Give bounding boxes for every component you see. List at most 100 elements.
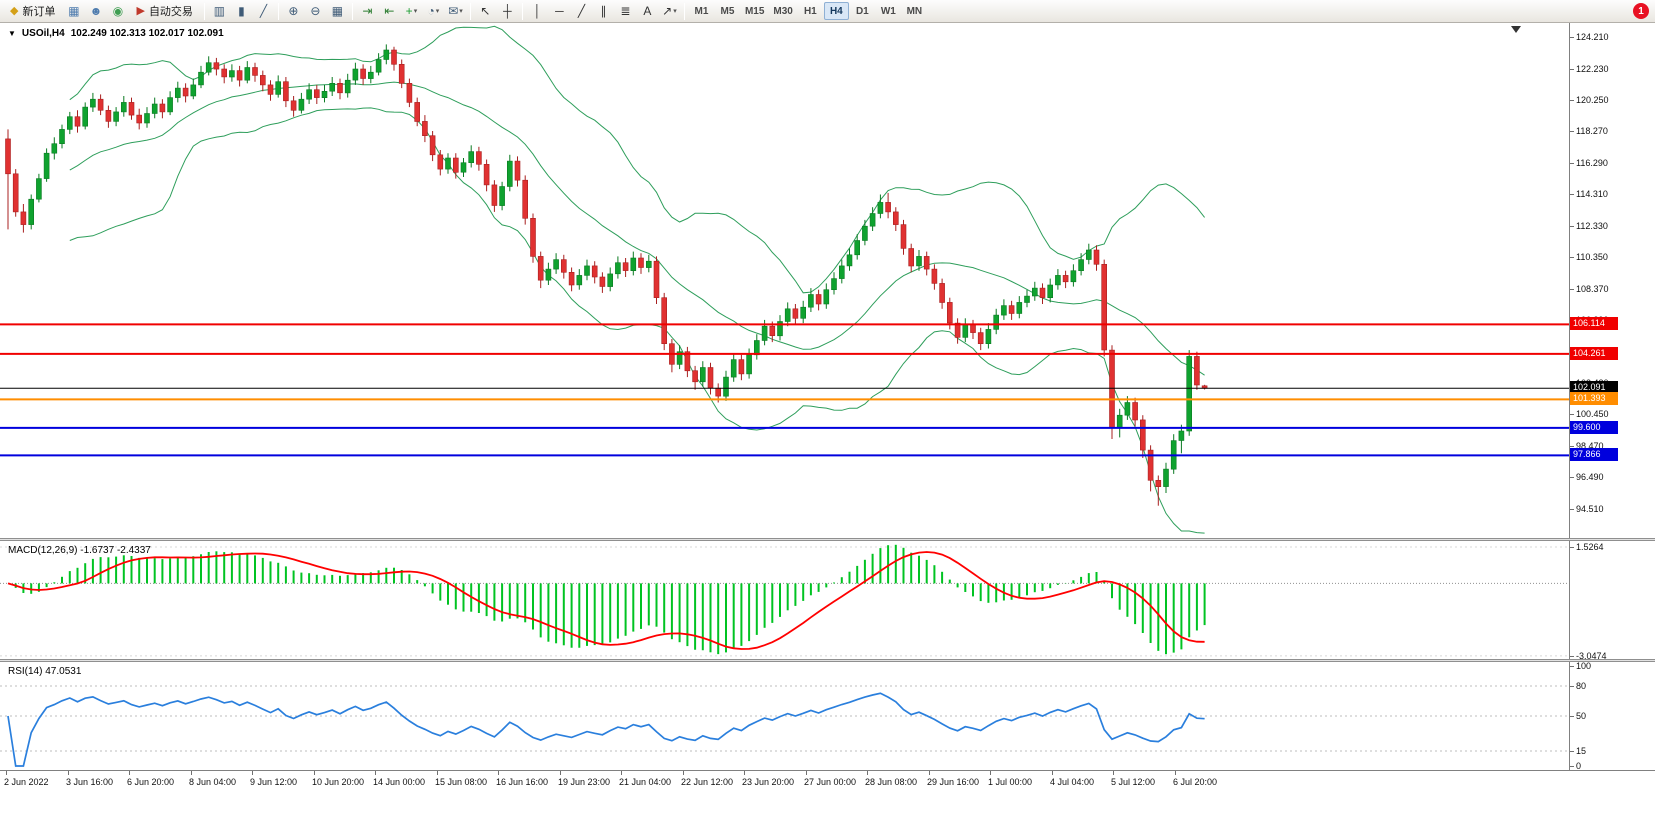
notification-badge[interactable]: 1 bbox=[1633, 3, 1649, 19]
time-tick-mark bbox=[191, 771, 192, 775]
candlestick-chart[interactable] bbox=[0, 23, 1569, 539]
rsi-chart[interactable] bbox=[0, 662, 1569, 770]
price-line-badge: 101.393 bbox=[1570, 392, 1618, 405]
price-tick-label: 122.230 bbox=[1576, 64, 1609, 74]
toolbar-separator bbox=[521, 2, 523, 20]
timeframe-mn[interactable]: MN bbox=[906, 5, 923, 17]
timeframe-h1[interactable]: H1 bbox=[803, 5, 817, 17]
macd-tick-label: -3.0474 bbox=[1576, 651, 1607, 660]
autotrading-icon: ▶ bbox=[136, 4, 145, 17]
price-tick-mark bbox=[1570, 509, 1574, 510]
main-chart-panel[interactable]: ▼ USOil,H4 102.249 102.313 102.017 102.0… bbox=[0, 23, 1569, 539]
price-tick-mark bbox=[1570, 414, 1574, 415]
time-tick-label: 2 Jun 2022 bbox=[4, 777, 49, 787]
time-axis[interactable]: 2 Jun 2022 3 Jun 16:00 6 Jun 20:00 8 Jun 04… bbox=[0, 770, 1655, 796]
time-tick-label: 9 Jun 12:00 bbox=[250, 777, 298, 787]
timeframe-h4[interactable]: H4 bbox=[823, 2, 849, 20]
price-line-badge: 106.114 bbox=[1570, 317, 1618, 330]
time-tick-mark bbox=[929, 771, 930, 775]
macd-scale[interactable]: 1.5264 -3.0474 bbox=[1569, 541, 1655, 660]
period-icon[interactable]: ◔ ▾ bbox=[427, 4, 440, 18]
price-tick-label: 116.290 bbox=[1576, 158, 1608, 168]
time-tick-label: 22 Jun 12:00 bbox=[681, 777, 734, 787]
macd-tick-label: 1.5264 bbox=[1576, 542, 1604, 552]
rsi-tick-label: 0 bbox=[1576, 761, 1582, 770]
price-tick-mark bbox=[1570, 446, 1574, 447]
time-tick-label: 28 Jun 08:00 bbox=[865, 777, 918, 787]
price-tick-label: 110.350 bbox=[1576, 252, 1608, 262]
timeframe-m5[interactable]: M5 bbox=[720, 5, 735, 17]
price-tick-mark bbox=[1570, 37, 1574, 38]
toolbar-separator bbox=[203, 2, 205, 20]
market-watch-icon[interactable]: ◉ bbox=[112, 4, 124, 18]
chart-ohlc-label: 102.249 102.313 102.017 102.091 bbox=[70, 28, 224, 39]
fibonacci-icon[interactable]: ≣ bbox=[620, 4, 631, 18]
price-tick-label: 100.450 bbox=[1576, 409, 1609, 419]
rsi-panel[interactable]: RSI(14) 47.0531 bbox=[0, 662, 1569, 770]
panel-splitter[interactable] bbox=[0, 659, 1655, 662]
tile-windows-icon[interactable]: ▦ bbox=[331, 4, 344, 18]
trendline-icon[interactable]: ╱ bbox=[577, 4, 586, 18]
price-tick-label: 108.370 bbox=[1576, 284, 1609, 294]
time-tick-label: 21 Jun 04:00 bbox=[619, 777, 672, 787]
time-tick-mark bbox=[683, 771, 684, 775]
line-chart-icon[interactable]: ╱ bbox=[259, 4, 268, 18]
time-tick-label: 29 Jun 16:00 bbox=[927, 777, 980, 787]
price-tick-label: 118.270 bbox=[1576, 126, 1608, 136]
macd-panel[interactable]: MACD(12,26,9) -1.6737 -2.4337 bbox=[0, 541, 1569, 660]
channel-icon[interactable]: ∥ bbox=[600, 4, 607, 18]
macd-label: MACD(12,26,9) -1.6737 -2.4337 bbox=[8, 545, 151, 556]
zoom-in-icon[interactable]: ⊕ bbox=[288, 4, 299, 18]
price-tick-mark bbox=[1570, 289, 1574, 290]
add-indicator-icon[interactable]: + ▾ bbox=[405, 4, 418, 18]
price-tick-label: 114.310 bbox=[1576, 189, 1608, 199]
charts-window-icon[interactable]: ▦ bbox=[68, 4, 80, 18]
dropdown-caret-icon: ▾ bbox=[435, 8, 440, 15]
cursor-icon[interactable]: ↖ bbox=[480, 4, 491, 18]
panel-splitter[interactable] bbox=[0, 538, 1655, 541]
autotrading-button-label: 自动交易 bbox=[148, 6, 193, 18]
text-icon[interactable]: A bbox=[643, 4, 652, 18]
arrows-icon[interactable]: ↗ ▾ bbox=[662, 4, 677, 18]
rsi-scale[interactable]: 100 80 50 15 0 bbox=[1569, 662, 1655, 770]
rsi-tick-label: 80 bbox=[1576, 681, 1587, 691]
time-tick-mark bbox=[1175, 771, 1176, 775]
time-tick-mark bbox=[6, 771, 7, 775]
autotrading-button[interactable]: ▶ 自动交易 bbox=[129, 1, 199, 21]
price-tick-label: 96.490 bbox=[1576, 472, 1604, 482]
macd-chart[interactable] bbox=[0, 541, 1569, 660]
template-icon[interactable]: ✉ ▾ bbox=[448, 4, 463, 18]
timeframe-w1[interactable]: W1 bbox=[880, 5, 896, 17]
price-tick-mark bbox=[1570, 163, 1574, 164]
zoom-out-icon[interactable]: ⊖ bbox=[310, 4, 321, 18]
collapse-icon[interactable]: ▼ bbox=[8, 29, 16, 38]
time-tick-mark bbox=[744, 771, 745, 775]
chart-shift-icon[interactable]: ⇤ bbox=[384, 4, 395, 18]
time-tick-label: 1 Jul 00:00 bbox=[988, 777, 1033, 787]
toolbar: ◆ 新订单 ▦ ☻ ◉ ▶ 自动交易 ▥ ▮ ╱ ⊕ ⊖ ▦ ⇥ ⇤ + ▾ ◔ ▾ ✉ ▾ ↖ ┼ │ ─ ╱ ∥ ≣ A ↗ ▾ M1 M5… bbox=[0, 0, 1655, 23]
timeframe-d1[interactable]: D1 bbox=[855, 5, 869, 17]
price-tick-mark bbox=[1570, 131, 1574, 132]
time-tick-label: 10 Jun 20:00 bbox=[312, 777, 365, 787]
vertical-line-icon[interactable]: │ bbox=[533, 4, 542, 18]
price-tick-label: 94.510 bbox=[1576, 504, 1604, 514]
toolbar-separator bbox=[469, 2, 471, 20]
price-scale[interactable]: 124.210 122.230 120.250 118.270 116.290 114.3… bbox=[1569, 23, 1655, 539]
timeframe-m15[interactable]: M15 bbox=[744, 5, 765, 17]
horizontal-line-icon[interactable]: ─ bbox=[555, 4, 564, 18]
bar-chart-icon[interactable]: ▥ bbox=[213, 4, 226, 18]
auto-scroll-icon[interactable]: ⇥ bbox=[362, 4, 373, 18]
new-order-button[interactable]: ◆ 新订单 bbox=[3, 1, 62, 21]
time-tick-mark bbox=[498, 771, 499, 775]
timeframe-m30[interactable]: M30 bbox=[773, 5, 793, 17]
price-tick-mark bbox=[1570, 257, 1574, 258]
toolbar-separator bbox=[683, 2, 685, 20]
crosshair-icon[interactable]: ┼ bbox=[503, 4, 512, 18]
time-tick-mark bbox=[990, 771, 991, 775]
timeframe-m1[interactable]: M1 bbox=[694, 5, 709, 17]
profile-icon[interactable]: ☻ bbox=[89, 4, 103, 18]
time-tick-mark bbox=[375, 771, 376, 775]
rsi-tick-mark bbox=[1570, 766, 1574, 767]
dropdown-caret-icon: ▾ bbox=[459, 8, 463, 15]
candlestick-chart-icon[interactable]: ▮ bbox=[238, 4, 245, 18]
